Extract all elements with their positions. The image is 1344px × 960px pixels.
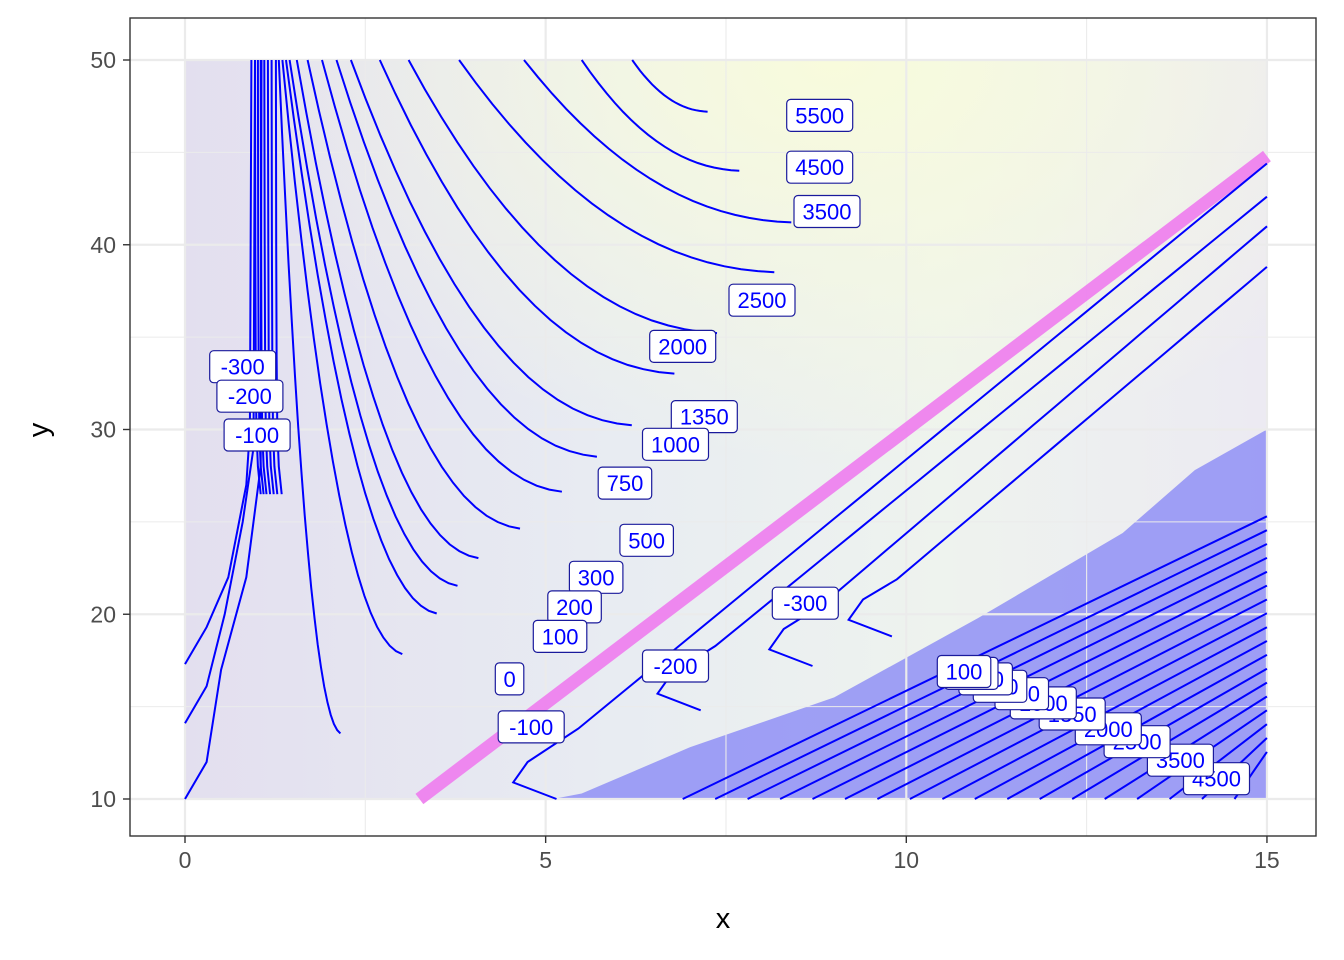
contour-label-text: 2500 xyxy=(738,288,787,313)
contour-label: -300 xyxy=(771,586,839,620)
contour-label-text: 3500 xyxy=(803,200,852,225)
contour-line xyxy=(458,59,775,274)
contour-label-box xyxy=(494,662,525,696)
y-tick-label: 30 xyxy=(90,417,116,443)
contour-label-text: -300 xyxy=(221,355,265,380)
contour-label-box xyxy=(771,586,839,620)
contour-line xyxy=(321,59,563,493)
contour-label-box xyxy=(936,654,992,689)
contour-label: 0 xyxy=(494,662,525,696)
contour-label: -100 xyxy=(497,710,565,744)
contour-label: -200 xyxy=(216,379,284,413)
contour-label-text: 100 xyxy=(542,624,579,649)
contour-label-text: 750 xyxy=(607,471,644,496)
contour-label: 2500 xyxy=(728,283,796,317)
contour-label-text: 500 xyxy=(628,528,665,553)
contour-line xyxy=(306,59,521,530)
contour-label-box xyxy=(223,418,291,452)
contour-label: 100 xyxy=(936,654,992,689)
contour-line xyxy=(523,59,792,224)
contour-label: -100 xyxy=(223,418,291,452)
contour-label: 1350 xyxy=(670,400,738,434)
y-tick-label: 10 xyxy=(90,786,116,812)
y-tick-label: 40 xyxy=(90,232,116,258)
contour-line xyxy=(281,59,403,656)
contour-label-box xyxy=(793,194,861,229)
contour-label: -300 xyxy=(209,350,277,384)
contour-line xyxy=(847,266,1268,638)
contour-label: 2000 xyxy=(649,329,717,363)
contour-label-box xyxy=(532,619,588,654)
contour-label: 200 xyxy=(547,590,602,624)
y-axis-title: y xyxy=(23,422,55,437)
contour-line xyxy=(288,59,458,587)
contour-label-text: 1350 xyxy=(680,405,729,430)
contour-label-box xyxy=(216,379,284,413)
contour-line xyxy=(335,59,598,458)
contour-label-box xyxy=(649,329,717,363)
contour-label-text: 0 xyxy=(503,667,515,692)
contour-label: 750 xyxy=(597,466,653,500)
x-tick-label: 0 xyxy=(179,847,192,873)
contour-label-text: 5500 xyxy=(795,103,844,128)
plot-border xyxy=(129,17,1317,837)
contour-label-text: -200 xyxy=(228,384,272,409)
contour-label-box xyxy=(786,98,854,133)
axes: 0 5 10 15 10 20 30 40 50 xyxy=(90,47,1279,873)
contour-line xyxy=(580,59,740,172)
contour-line xyxy=(378,59,675,375)
contour-line xyxy=(349,59,632,427)
x-axis-title: x xyxy=(716,903,731,935)
contour-label-box xyxy=(497,710,565,744)
contour-line xyxy=(277,59,342,735)
y-tick-label: 20 xyxy=(90,601,116,627)
contour-line xyxy=(295,59,479,560)
contour-label-box xyxy=(728,283,796,317)
contour-labels: 5500450035002500200013501000750500300200… xyxy=(209,98,1251,796)
y-tick-label: 50 xyxy=(90,47,116,73)
contour-label: 3500 xyxy=(793,194,861,229)
contour-label: 5500 xyxy=(786,98,854,133)
contour-label: 500 xyxy=(619,523,675,557)
contour-label-text: 200 xyxy=(556,595,593,620)
contour-label-text: 1000 xyxy=(651,432,700,457)
ridge-band-line xyxy=(415,150,1271,805)
contour-label-text: -100 xyxy=(509,715,553,740)
contour-line xyxy=(407,59,718,335)
x-tick-label: 15 xyxy=(1254,847,1280,873)
contour-label-text: 300 xyxy=(578,565,615,590)
contour-line xyxy=(285,59,438,615)
contour-line xyxy=(511,162,1268,800)
x-tick-label: 5 xyxy=(539,847,552,873)
ridge-band xyxy=(415,150,1271,805)
contour-label-box xyxy=(641,649,710,683)
contour-line xyxy=(655,195,1268,712)
contour-label: 1000 xyxy=(641,427,710,461)
x-tick-label: 10 xyxy=(894,847,920,873)
contour-label-text: -300 xyxy=(783,591,827,616)
contour-label-box xyxy=(597,466,653,500)
contour-label-text: 4500 xyxy=(795,155,844,180)
contour-label-text: 2000 xyxy=(658,334,707,359)
contour-label-box xyxy=(641,427,710,461)
contour-label-text: 100 xyxy=(946,660,983,685)
contour-line xyxy=(631,59,708,113)
contour-label: 4500 xyxy=(786,150,854,184)
contour-label-box xyxy=(619,523,675,557)
contour-label: -200 xyxy=(641,649,710,683)
contour-label-text: -200 xyxy=(653,654,697,679)
contour-label: 100 xyxy=(532,619,588,654)
contour-label-text: -100 xyxy=(235,423,279,448)
contour-label-box xyxy=(786,150,854,184)
contour-label: 300 xyxy=(568,560,624,594)
